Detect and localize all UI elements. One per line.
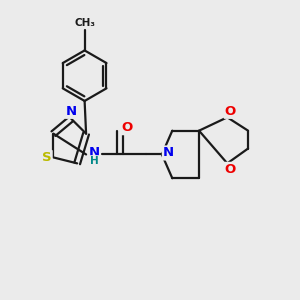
Text: O: O xyxy=(121,121,132,134)
Text: N: N xyxy=(66,105,77,118)
Text: O: O xyxy=(225,105,236,118)
Text: CH₃: CH₃ xyxy=(74,18,95,28)
Text: S: S xyxy=(42,151,52,164)
Text: H: H xyxy=(90,156,99,166)
Text: O: O xyxy=(225,163,236,176)
Text: N: N xyxy=(89,146,100,159)
Text: N: N xyxy=(163,146,174,160)
